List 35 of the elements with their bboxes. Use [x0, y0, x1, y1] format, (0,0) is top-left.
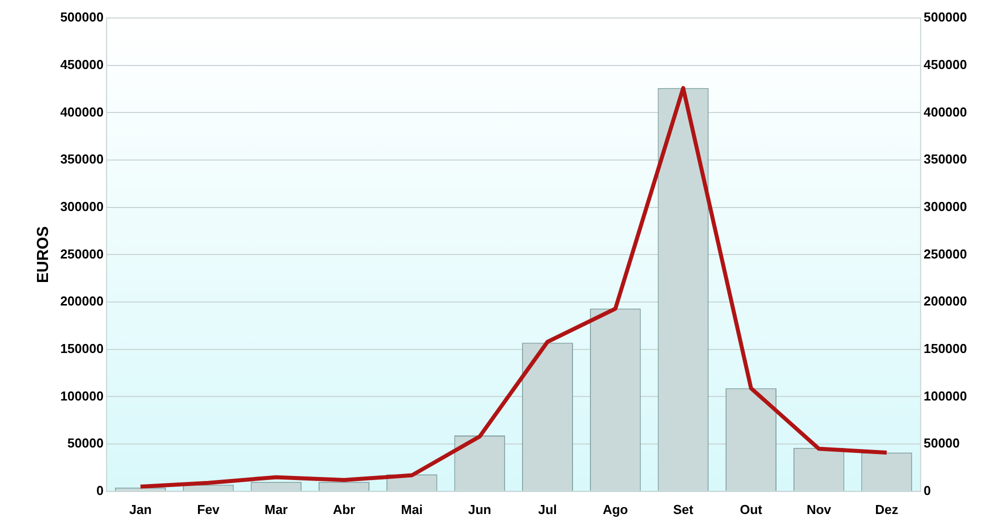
y-tick-label: 150000 [60, 340, 104, 356]
y-tick-label: 200000 [60, 294, 104, 309]
y-tick-label: 0 [96, 482, 104, 498]
y2-tick-label: 50000 [924, 436, 960, 451]
x-tick-label: Set [673, 502, 694, 517]
y2-tick-label: 250000 [924, 246, 968, 262]
x-tick-label: Dez [875, 502, 899, 517]
y-axis-title: EUROS [35, 226, 52, 284]
x-tick-label: Jul [538, 502, 557, 517]
y-tick-label: 500000 [60, 10, 104, 25]
y2-tick-label: 350000 [924, 152, 968, 167]
x-tick-label: Jun [468, 502, 492, 517]
y2-tick-label: 300000 [924, 198, 968, 214]
y2-tick-label: 0 [924, 482, 931, 498]
y2-tick-label: 450000 [924, 56, 968, 72]
x-tick-label: Jan [129, 502, 152, 517]
y2-tick-label: 150000 [924, 340, 968, 356]
y-tick-label: 250000 [60, 246, 104, 262]
x-tick-label: Fev [197, 502, 220, 517]
y-tick-label: 300000 [60, 198, 104, 214]
x-tick-label: Ago [602, 502, 628, 517]
y2-tick-label: 400000 [924, 104, 968, 120]
y-tick-label: 50000 [67, 436, 104, 451]
y2-tick-label: 200000 [924, 294, 968, 309]
y-tick-label: 400000 [60, 104, 104, 120]
x-tick-label: Mar [264, 502, 288, 517]
x-tick-label: Mai [401, 502, 423, 517]
y-tick-label: 350000 [60, 152, 104, 167]
y-tick-label: 450000 [60, 56, 104, 72]
y2-tick-label: 500000 [924, 10, 968, 25]
x-tick-label: Out [740, 502, 763, 517]
y-tick-label: 100000 [60, 388, 104, 404]
x-tick-label: Nov [806, 502, 832, 517]
x-tick-label: Abr [332, 502, 356, 517]
y2-tick-label: 100000 [924, 388, 968, 404]
